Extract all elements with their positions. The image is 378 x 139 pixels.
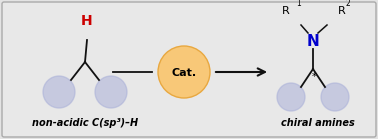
Text: R: R [338,6,346,16]
Text: H: H [81,14,93,28]
Circle shape [321,83,349,111]
Text: R: R [282,6,290,16]
Circle shape [158,46,210,98]
Text: Cat.: Cat. [172,68,197,78]
FancyBboxPatch shape [2,2,376,137]
Text: *: * [311,72,316,82]
Text: 1: 1 [296,0,301,8]
Text: 2: 2 [346,0,351,8]
Text: non-acidic C(sp³)–H: non-acidic C(sp³)–H [32,118,138,128]
Text: N: N [307,34,319,49]
Circle shape [95,76,127,108]
Circle shape [277,83,305,111]
Circle shape [43,76,75,108]
Text: chiral amines: chiral amines [281,118,355,128]
